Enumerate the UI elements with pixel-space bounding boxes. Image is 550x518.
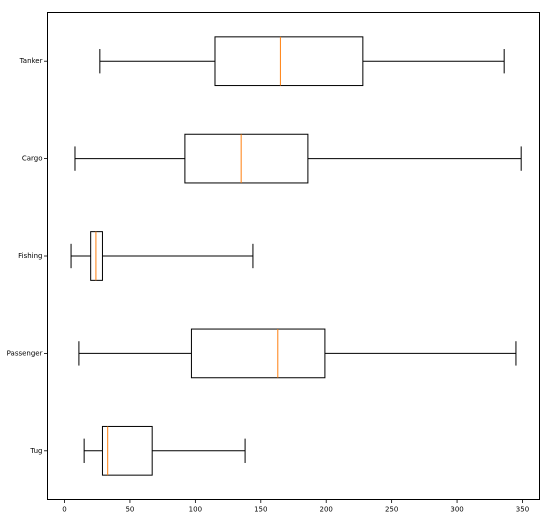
- y-tick-label: Passenger: [7, 349, 43, 357]
- y-tick-label: Tanker: [19, 57, 43, 65]
- x-tick-label: 0: [62, 506, 66, 514]
- x-tick-label: 300: [450, 506, 463, 514]
- plot-frame: [47, 12, 540, 500]
- y-tick-label: Fishing: [18, 252, 42, 260]
- box-iqr: [184, 133, 309, 184]
- box-iqr: [190, 328, 326, 379]
- box-group-passenger: [78, 328, 517, 379]
- y-axis: Tanker Cargo Fishing Passenger Tug: [7, 57, 48, 455]
- box-group-cargo: [74, 133, 522, 184]
- x-axis: 0 50 100 150 200 250 300 350: [62, 499, 529, 514]
- box-iqr: [90, 231, 103, 281]
- box-marks: [70, 36, 522, 476]
- x-tick-label: 150: [254, 506, 267, 514]
- box-iqr: [214, 36, 364, 87]
- x-tick-label: 100: [189, 506, 202, 514]
- x-tick-label: 350: [516, 506, 529, 514]
- box-iqr: [101, 425, 153, 476]
- box-group-tanker: [99, 36, 505, 87]
- box-group-tug: [83, 425, 246, 476]
- x-tick-label: 50: [125, 506, 134, 514]
- x-tick-label: 200: [320, 506, 333, 514]
- y-tick-label: Cargo: [22, 155, 43, 163]
- y-tick-label: Tug: [29, 447, 42, 455]
- x-tick-label: 250: [385, 506, 398, 514]
- box-group-fishing: [70, 231, 254, 281]
